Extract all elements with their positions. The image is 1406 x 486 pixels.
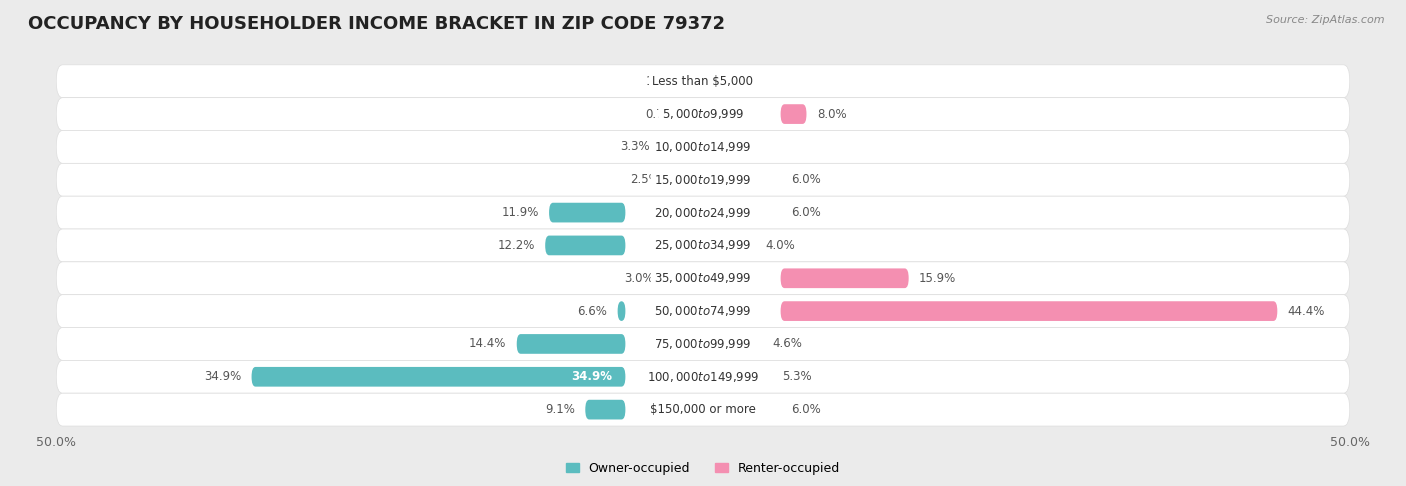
- FancyBboxPatch shape: [56, 65, 1350, 98]
- Text: 6.0%: 6.0%: [792, 403, 821, 416]
- Text: OCCUPANCY BY HOUSEHOLDER INCOME BRACKET IN ZIP CODE 79372: OCCUPANCY BY HOUSEHOLDER INCOME BRACKET …: [28, 15, 725, 33]
- Text: 0.76%: 0.76%: [645, 107, 683, 121]
- Text: $5,000 to $9,999: $5,000 to $9,999: [662, 107, 744, 121]
- Text: 34.9%: 34.9%: [571, 370, 613, 383]
- FancyBboxPatch shape: [780, 104, 807, 124]
- FancyBboxPatch shape: [56, 328, 1350, 360]
- FancyBboxPatch shape: [56, 131, 1350, 163]
- FancyBboxPatch shape: [56, 196, 1350, 229]
- FancyBboxPatch shape: [550, 203, 626, 223]
- FancyBboxPatch shape: [585, 400, 626, 419]
- Text: Source: ZipAtlas.com: Source: ZipAtlas.com: [1267, 15, 1385, 25]
- Text: 2.5%: 2.5%: [630, 173, 661, 186]
- Text: 6.6%: 6.6%: [578, 305, 607, 318]
- Text: 3.3%: 3.3%: [620, 140, 650, 154]
- FancyBboxPatch shape: [56, 98, 1350, 131]
- Text: $15,000 to $19,999: $15,000 to $19,999: [654, 173, 752, 187]
- Text: $35,000 to $49,999: $35,000 to $49,999: [654, 271, 752, 285]
- Text: 6.0%: 6.0%: [792, 206, 821, 219]
- FancyBboxPatch shape: [617, 301, 626, 321]
- Text: Less than $5,000: Less than $5,000: [652, 75, 754, 88]
- Text: 8.0%: 8.0%: [817, 107, 846, 121]
- Text: $100,000 to $149,999: $100,000 to $149,999: [647, 370, 759, 384]
- Text: $20,000 to $24,999: $20,000 to $24,999: [654, 206, 752, 220]
- FancyBboxPatch shape: [546, 236, 626, 255]
- Text: 3.0%: 3.0%: [624, 272, 654, 285]
- Text: 34.9%: 34.9%: [204, 370, 242, 383]
- FancyBboxPatch shape: [56, 262, 1350, 295]
- FancyBboxPatch shape: [56, 229, 1350, 262]
- Text: 11.9%: 11.9%: [502, 206, 538, 219]
- Text: 14.4%: 14.4%: [470, 337, 506, 350]
- Text: 5.3%: 5.3%: [782, 370, 811, 383]
- FancyBboxPatch shape: [780, 301, 1277, 321]
- Text: 4.6%: 4.6%: [773, 337, 803, 350]
- Text: 15.9%: 15.9%: [920, 272, 956, 285]
- Text: $75,000 to $99,999: $75,000 to $99,999: [654, 337, 752, 351]
- Text: $50,000 to $74,999: $50,000 to $74,999: [654, 304, 752, 318]
- Text: 44.4%: 44.4%: [1288, 305, 1324, 318]
- FancyBboxPatch shape: [56, 163, 1350, 196]
- Text: $10,000 to $14,999: $10,000 to $14,999: [654, 140, 752, 154]
- Text: 6.0%: 6.0%: [792, 173, 821, 186]
- FancyBboxPatch shape: [56, 393, 1350, 426]
- Text: $25,000 to $34,999: $25,000 to $34,999: [654, 239, 752, 252]
- Text: 9.1%: 9.1%: [546, 403, 575, 416]
- FancyBboxPatch shape: [252, 367, 626, 387]
- FancyBboxPatch shape: [56, 360, 1350, 393]
- Text: 4.0%: 4.0%: [765, 239, 794, 252]
- Text: 12.2%: 12.2%: [498, 239, 534, 252]
- Text: $150,000 or more: $150,000 or more: [650, 403, 756, 416]
- Text: 1.3%: 1.3%: [647, 75, 676, 88]
- FancyBboxPatch shape: [56, 295, 1350, 328]
- Legend: Owner-occupied, Renter-occupied: Owner-occupied, Renter-occupied: [561, 457, 845, 480]
- FancyBboxPatch shape: [780, 268, 908, 288]
- FancyBboxPatch shape: [517, 334, 626, 354]
